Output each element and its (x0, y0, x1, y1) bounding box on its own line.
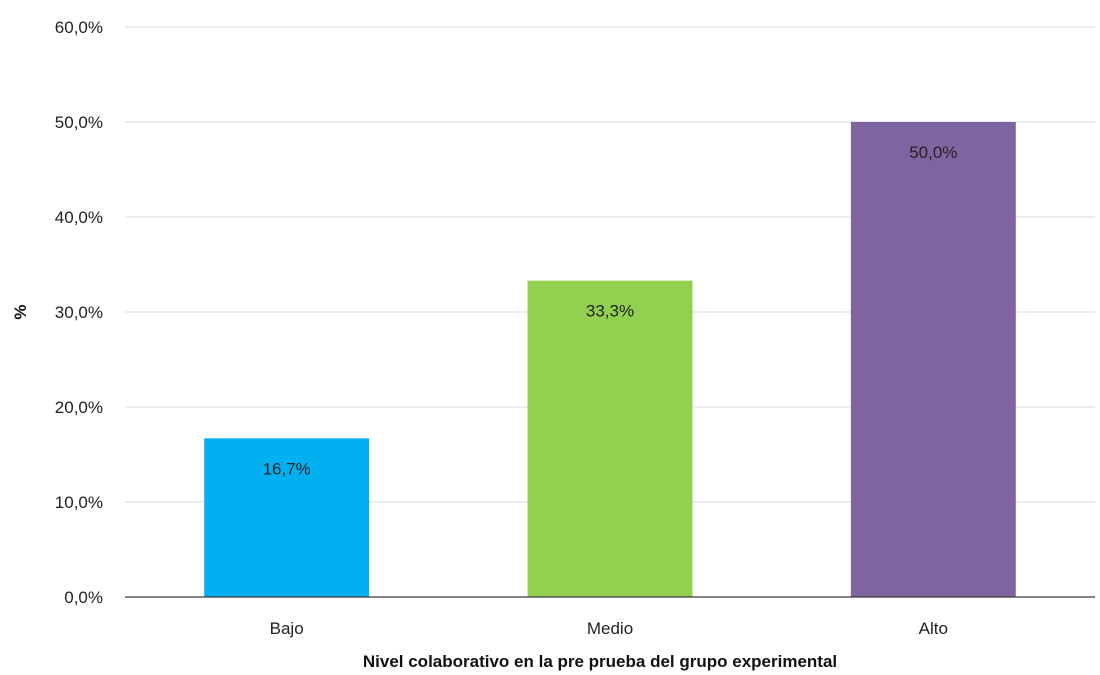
bar-bajo (204, 438, 370, 597)
bar-medio (527, 280, 693, 597)
x-axis-title: Nivel colaborativo en la pre prueba del … (363, 652, 837, 671)
data-labels: 16,7% 33,3% 50,0% (263, 143, 958, 478)
x-tick-label-bajo: Bajo (270, 619, 304, 638)
bars (204, 122, 1016, 597)
y-tick-label: 40,0% (55, 208, 103, 227)
y-tick-label: 50,0% (55, 113, 103, 132)
bar-alto (850, 122, 1016, 597)
y-tick-label: 60,0% (55, 18, 103, 37)
x-axis-ticks: Bajo Medio Alto (270, 619, 948, 638)
y-tick-label: 30,0% (55, 303, 103, 322)
y-axis-ticks: 0,0% 10,0% 20,0% 30,0% 40,0% 50,0% 60,0% (55, 18, 103, 607)
x-tick-label-alto: Alto (919, 619, 948, 638)
data-label-bajo: 16,7% (263, 459, 311, 478)
y-axis-title: % (11, 304, 30, 319)
x-tick-label-medio: Medio (587, 619, 633, 638)
y-tick-label: 0,0% (64, 588, 103, 607)
data-label-medio: 33,3% (586, 302, 634, 321)
y-tick-label: 20,0% (55, 398, 103, 417)
y-tick-label: 10,0% (55, 493, 103, 512)
data-label-alto: 50,0% (909, 143, 957, 162)
